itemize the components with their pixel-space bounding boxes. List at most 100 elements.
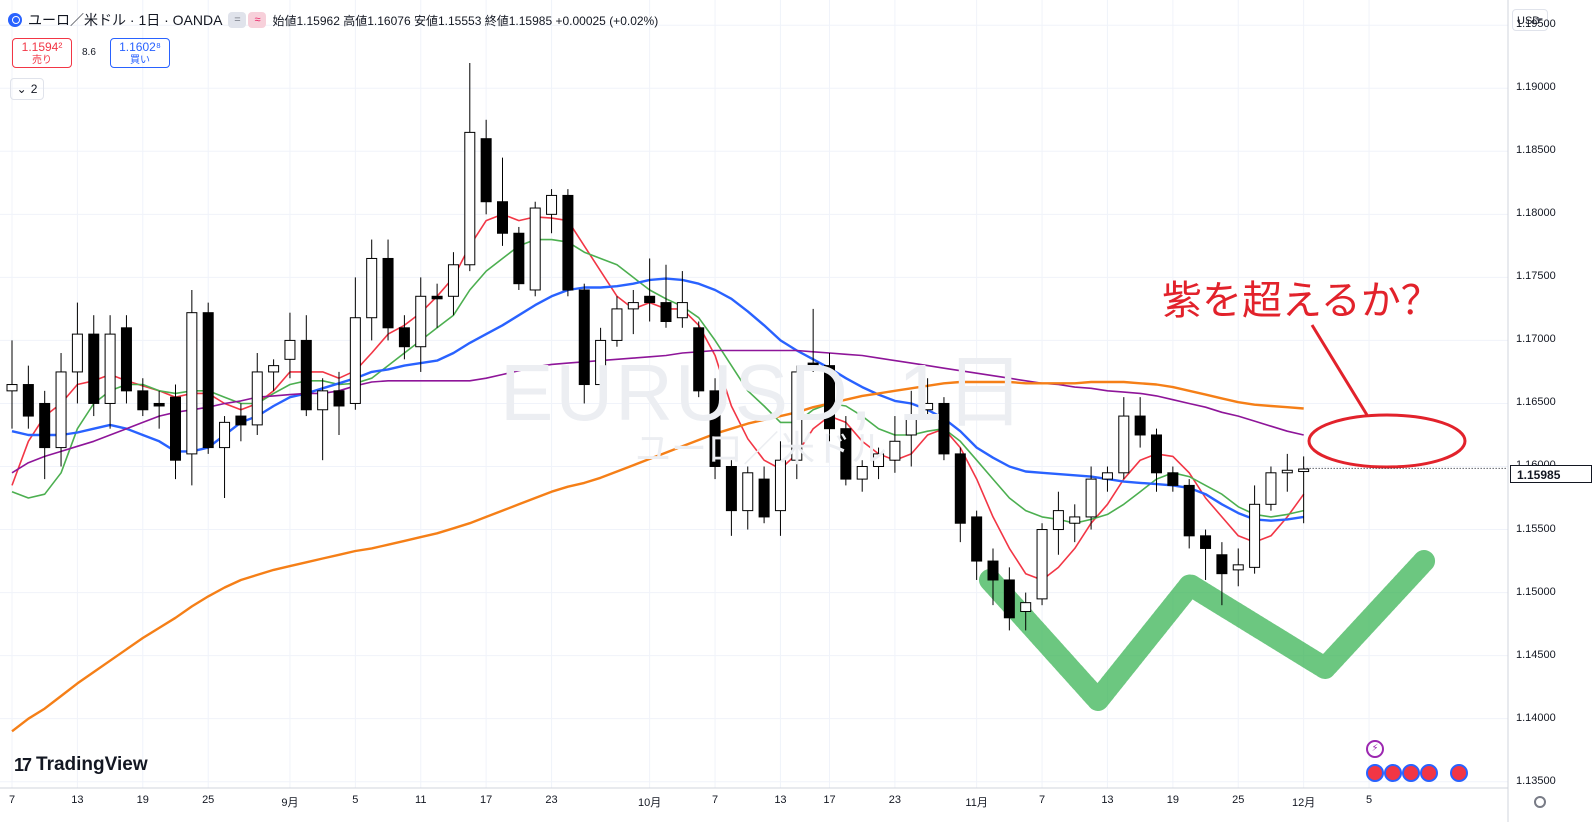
time-tick-label: 5: [1365, 794, 1373, 806]
open-label: 始値: [272, 13, 297, 28]
sell-button[interactable]: 1.1594² 売り: [12, 38, 72, 68]
candle-body: [1003, 579, 1015, 619]
candle-body: [1200, 535, 1212, 549]
candle-body: [22, 384, 34, 417]
close-label: 終値: [484, 13, 509, 28]
time-tick-label: 7: [8, 794, 16, 806]
watermark-symbol: EURUSD, 1日: [500, 348, 1027, 437]
candle-body: [644, 295, 656, 304]
time-tick-label: 7: [711, 794, 719, 806]
candle-body: [284, 339, 296, 360]
candle-body: [382, 257, 394, 329]
candle-body: [186, 312, 198, 455]
annotation-ellipse: [1307, 413, 1467, 469]
buy-button[interactable]: 1.1602⁸ 買い: [110, 38, 170, 68]
legend-pills[interactable]: = ≈: [228, 12, 267, 28]
annotation-text: 紫を超えるか？: [1162, 279, 1441, 323]
currency-selector[interactable]: USD: [1512, 9, 1548, 31]
moving-average-line: [11, 380, 1304, 733]
candle-body: [1052, 510, 1064, 531]
close-value: 1.15985: [508, 13, 553, 28]
price-tick-label: 1.19500: [1516, 18, 1556, 31]
candle-body: [676, 302, 688, 319]
symbol-title[interactable]: ユーロ／米ドル · 1日 · OANDA: [28, 12, 223, 28]
candle-body: [954, 453, 966, 524]
equal-icon[interactable]: =: [228, 12, 247, 28]
time-tick-label: 13: [774, 794, 787, 806]
time-tick-label: 17: [480, 794, 493, 806]
indicator-collapse-button[interactable]: ⌄ 2: [10, 78, 44, 100]
indicator-count: 2: [30, 82, 38, 96]
logo-text: TradingView: [36, 754, 148, 775]
chevron-down-icon: ⌄: [16, 82, 27, 96]
candle-body: [611, 308, 623, 341]
event-flag-icon[interactable]: [1384, 764, 1402, 782]
spread-value: 8.6: [82, 47, 96, 58]
time-tick-label: 25: [202, 794, 215, 806]
candle-body: [1298, 468, 1310, 473]
price-tick-label: 1.16500: [1516, 396, 1556, 409]
time-tick-label: 19: [136, 794, 149, 806]
event-flag-icon[interactable]: [1420, 764, 1438, 782]
candle-body: [1118, 415, 1130, 474]
candle-body: [938, 402, 950, 455]
candle-body: [873, 453, 885, 467]
candlesticks: [6, 63, 1310, 631]
candle-body: [840, 428, 852, 480]
candle-body: [824, 365, 835, 430]
candle-body: [987, 560, 999, 581]
candle-body: [889, 440, 901, 461]
time-tick-label: 10月: [638, 797, 662, 809]
sell-price: 1.1594²: [21, 40, 63, 54]
time-tick-label: 19: [1166, 794, 1179, 806]
buy-price: 1.1602⁸: [119, 40, 161, 54]
event-flag-icon[interactable]: [1402, 764, 1420, 782]
change-value: +0.00025 (+0.02%): [555, 13, 659, 28]
candle-body: [398, 327, 410, 348]
candle-body: [300, 339, 312, 411]
time-tick-label: 25: [1232, 794, 1245, 806]
candle-body: [366, 257, 378, 319]
candle-body: [1265, 472, 1277, 505]
annotation-arrow-line: [1310, 324, 1369, 416]
price-tick-label: 1.18000: [1516, 207, 1556, 220]
time-tick-label: 11: [415, 794, 427, 806]
approx-icon[interactable]: ≈: [248, 12, 267, 28]
candle-body: [71, 333, 83, 373]
candle-body: [1281, 469, 1293, 474]
candle-body: [88, 333, 100, 404]
time-tick-label: 23: [888, 794, 902, 806]
chart-header: ユーロ／米ドル · 1日 · OANDA = ≈ 始値1.15962 高値1.1…: [8, 8, 658, 32]
candle-body: [1101, 472, 1113, 480]
event-flag-icon[interactable]: [1366, 764, 1384, 782]
candle-body: [104, 333, 116, 404]
candle-body: [971, 516, 983, 562]
time-tick-label: 17: [823, 794, 836, 806]
candle-body: [513, 232, 525, 285]
candle-body: [349, 317, 361, 404]
moving-average-line: [11, 349, 1304, 474]
time-tick-label: 5: [352, 794, 359, 806]
gear-icon[interactable]: [1534, 796, 1546, 808]
candle-body: [170, 396, 181, 461]
candle-body: [905, 415, 917, 436]
event-bolt-icon[interactable]: ⚡: [1366, 740, 1384, 758]
candle-body: [546, 194, 558, 215]
time-tick-label: 9月: [281, 797, 299, 809]
candle-body: [1232, 564, 1244, 571]
sell-label: 売り: [32, 55, 52, 66]
candle-body: [578, 289, 590, 386]
time-tick-label: 11月: [965, 797, 988, 809]
time-tick-label: 13: [71, 794, 84, 806]
price-tick-label: 1.13500: [1516, 774, 1556, 787]
w-pattern-annotation: [979, 549, 1436, 711]
candle-body: [627, 302, 639, 310]
candle-body: [1167, 472, 1179, 486]
candle-body: [660, 302, 672, 323]
moving-average-line: [11, 213, 1305, 581]
tradingview-logo[interactable]: 17 TradingView: [14, 754, 148, 776]
annotation-shapes: [1303, 324, 1508, 469]
event-flag-icon[interactable]: [1450, 764, 1468, 782]
tradingview-mark-icon: 17: [14, 754, 32, 775]
